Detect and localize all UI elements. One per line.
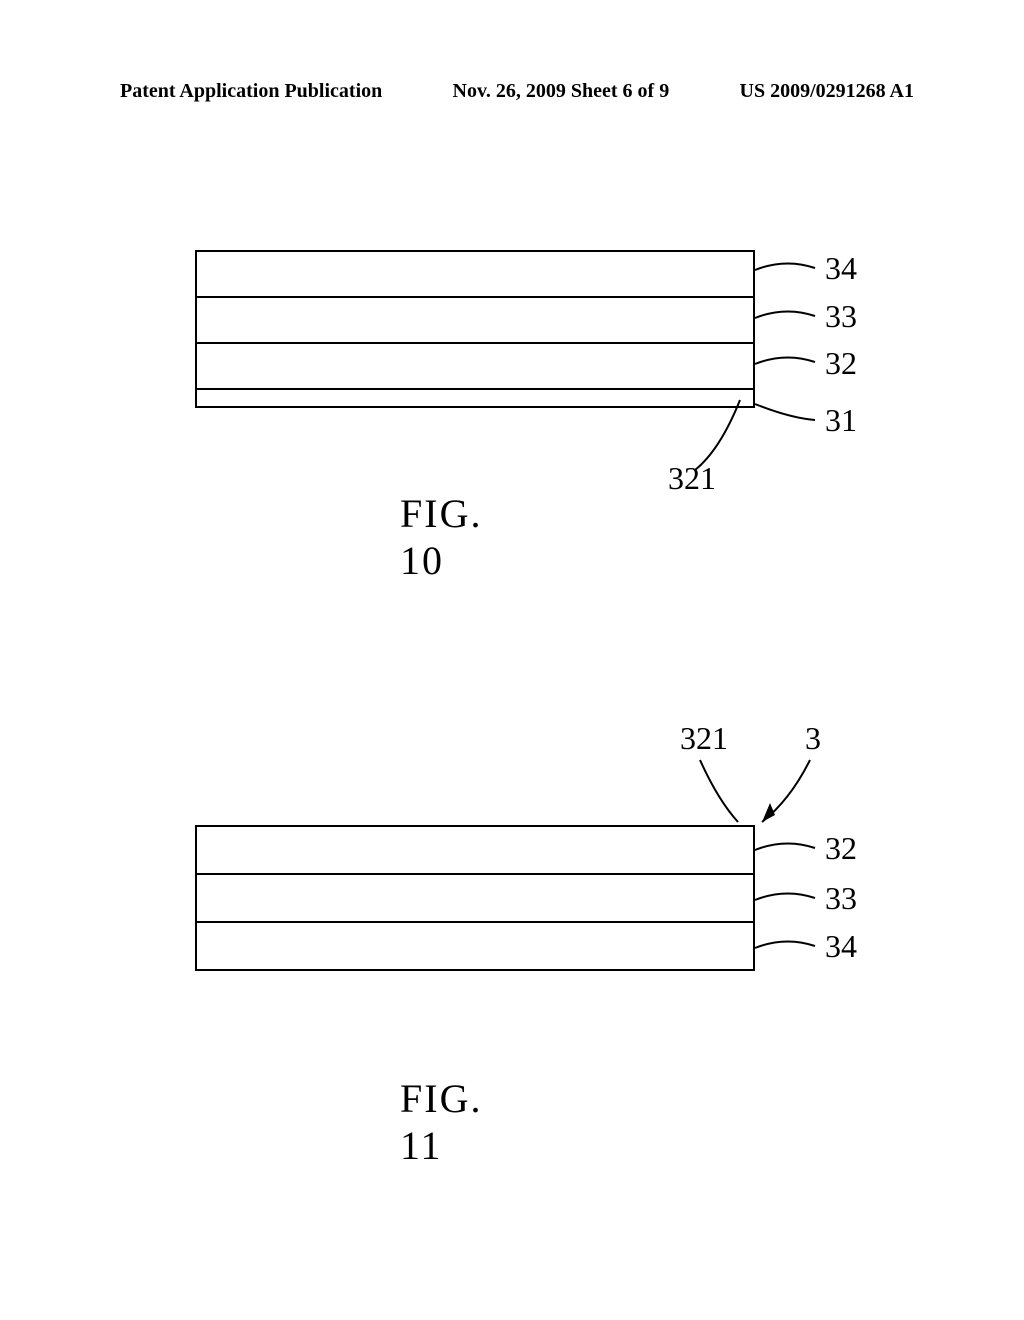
- fig11-layer-33: [195, 873, 755, 923]
- fig11-label-33: 33: [825, 880, 857, 917]
- fig11-label-34: 34: [825, 928, 857, 965]
- fig11-label-32: 32: [825, 830, 857, 867]
- fig11-layer-32: [195, 825, 755, 875]
- fig11-title: FIG. 11: [400, 1075, 482, 1169]
- fig11-layer-34: [195, 921, 755, 971]
